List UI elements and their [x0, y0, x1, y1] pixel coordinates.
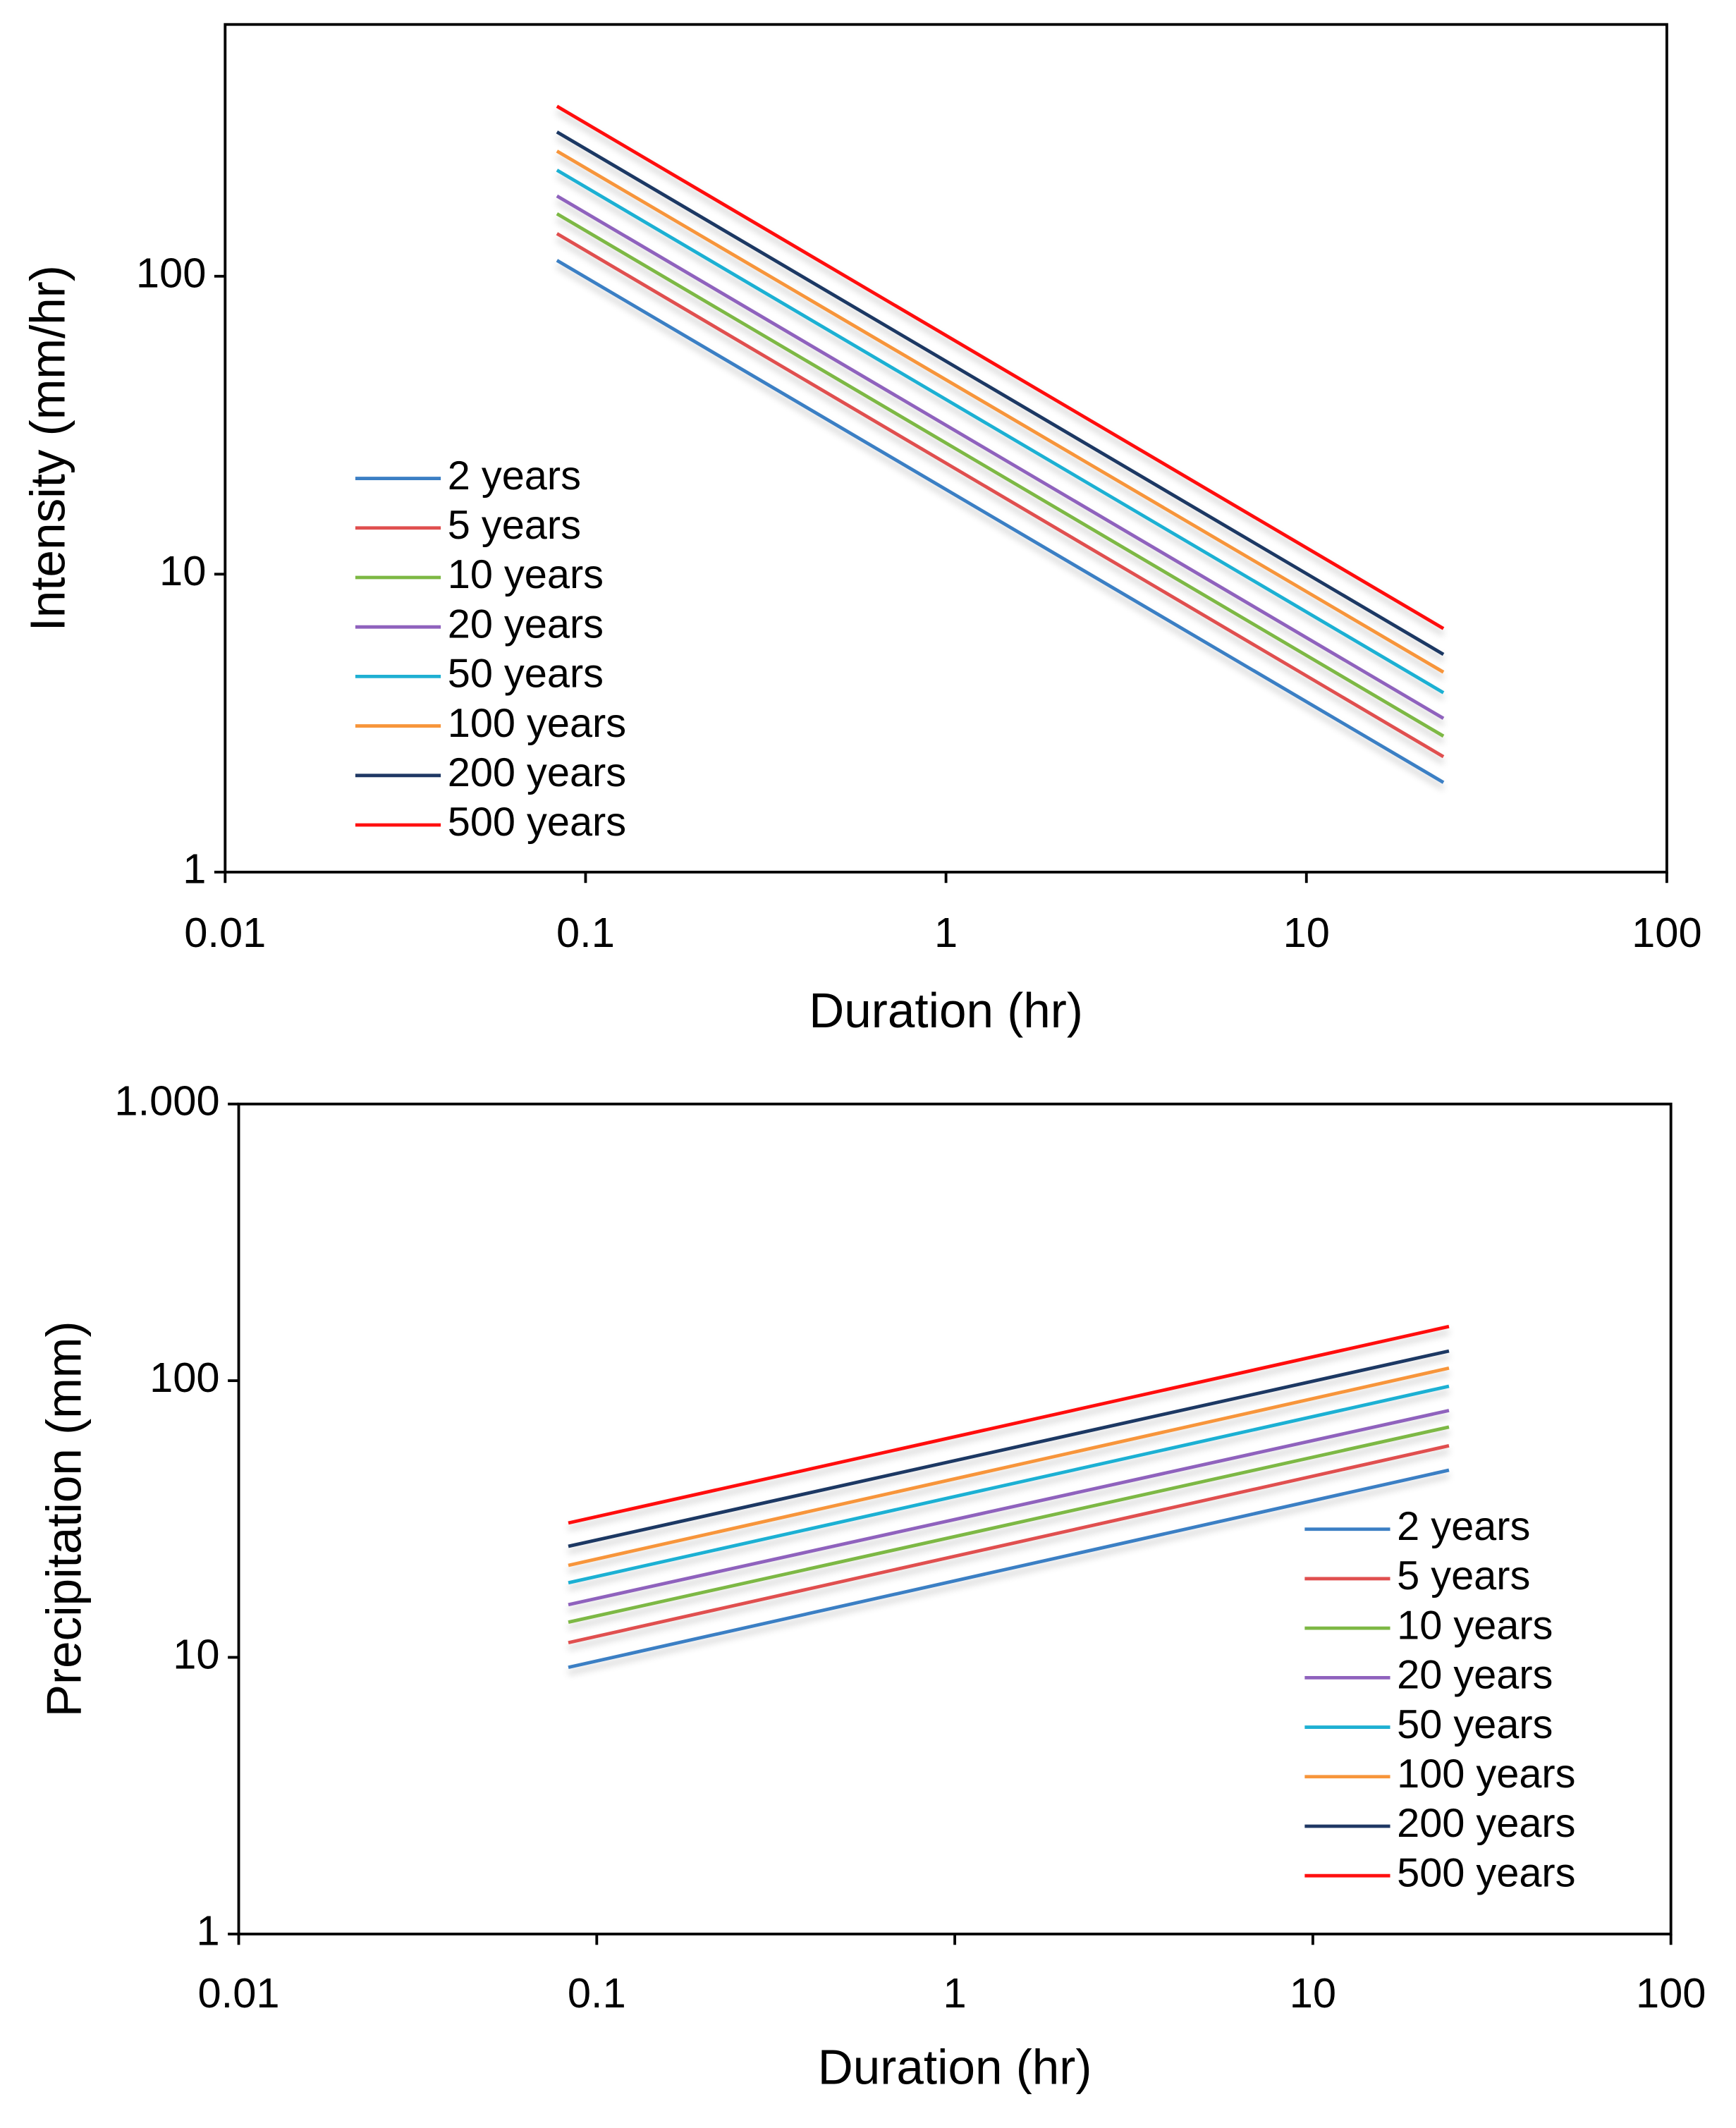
y-axis-label: Precipitation (mm)	[36, 1321, 91, 1717]
series-line	[556, 104, 1445, 630]
legend-label: 5 years	[1397, 1553, 1530, 1598]
series-line	[556, 130, 1445, 656]
series-line	[556, 212, 1445, 738]
plot-area	[224, 23, 1668, 874]
series-line	[568, 1444, 1450, 1645]
y-tick-label: 1	[196, 1907, 219, 1955]
series-line	[568, 1366, 1450, 1567]
y-tick-label: 10	[159, 547, 206, 594]
x-tick-label: 0.1	[568, 1969, 626, 2017]
y-tick-label: 100	[136, 250, 206, 297]
series-line	[568, 1349, 1450, 1548]
series-line	[568, 1468, 1450, 1670]
series-line	[556, 259, 1445, 784]
x-axis-label: Duration (hr)	[818, 2039, 1092, 2094]
x-tick-label: 100	[1632, 909, 1701, 956]
series-line	[568, 1409, 1450, 1607]
series-line	[568, 1425, 1450, 1624]
y-tick-label: 100	[149, 1354, 219, 1401]
legend-label: 2 years	[1397, 1504, 1530, 1549]
x-tick-label: 0.1	[556, 909, 615, 956]
legend-label: 500 years	[448, 800, 626, 845]
x-tick-label: 10	[1290, 1969, 1336, 2017]
legend-label: 50 years	[448, 652, 604, 697]
legend-label: 200 years	[1397, 1801, 1575, 1846]
chart: 0.01 0.1 1 10 100 1 10 100 Duration (hr) Intensit…	[20, 23, 1702, 1038]
legend-label: 10 years	[1397, 1603, 1553, 1648]
y-tick-label: 1.000	[114, 1077, 219, 1124]
x-tick-label: 0.01	[198, 1969, 280, 2017]
series-line	[568, 1384, 1450, 1585]
legend-label: 20 years	[448, 601, 604, 647]
y-axis-label: Intensity (mm/hr)	[20, 265, 75, 631]
chart: 0.01 0.1 1 10 100 1 10 100 1.000 Duration (hr) Pre…	[36, 1077, 1706, 2094]
legend-label: 20 years	[1397, 1653, 1553, 1698]
series-line	[568, 1324, 1450, 1525]
series-line	[556, 149, 1445, 674]
x-tick-label: 1	[943, 1969, 967, 2017]
legend-label: 50 years	[1397, 1702, 1553, 1747]
series-line	[556, 232, 1445, 759]
x-tick-label: 10	[1283, 909, 1330, 956]
y-tick-label: 1	[183, 845, 206, 893]
series-line	[556, 194, 1445, 720]
x-tick-label: 1	[934, 909, 958, 956]
y-tick-label: 10	[173, 1630, 219, 1677]
x-tick-label: 100	[1636, 1969, 1706, 2017]
legend-label: 10 years	[448, 552, 604, 597]
legend-label: 100 years	[1397, 1751, 1575, 1797]
x-tick-label: 0.01	[184, 909, 266, 956]
legend-label: 2 years	[448, 453, 581, 499]
legend-label: 100 years	[448, 701, 626, 746]
legend-label: 200 years	[448, 750, 626, 795]
legend-label: 500 years	[1397, 1850, 1575, 1895]
x-axis-label: Duration (hr)	[809, 983, 1083, 1038]
legend-label: 5 years	[448, 503, 581, 548]
series-line	[556, 169, 1445, 695]
